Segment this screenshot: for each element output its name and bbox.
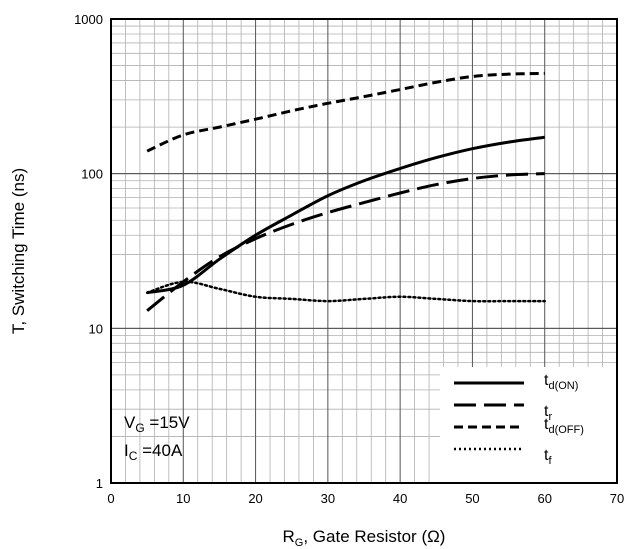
x-tick-label: 40	[393, 491, 407, 506]
legend-box	[440, 367, 616, 482]
condition-label: IC =40A	[124, 441, 183, 463]
x-tick-label: 50	[465, 491, 479, 506]
series-line-t-don	[146, 135, 545, 295]
y-tick-labels: 1 10 100 1000	[74, 12, 103, 491]
test-conditions: VG =15V IC =40A	[124, 413, 190, 463]
series-layer	[145, 71, 546, 312]
plot-frame	[110, 18, 618, 484]
legend-label: td(ON)	[544, 372, 578, 392]
x-tick-labels: 0 10 20 30 40 50 60 70	[107, 491, 624, 506]
x-tick-label: 20	[248, 491, 262, 506]
x-tick-label: 70	[610, 491, 624, 506]
x-tick-label: 10	[176, 491, 190, 506]
condition-label: VG =15V	[124, 413, 190, 435]
x-tick-label: 0	[107, 491, 114, 506]
y-tick-label: 1	[96, 476, 103, 491]
y-tick-label: 10	[89, 321, 103, 336]
x-axis-title: RG, Gate Resistor (Ω)	[283, 527, 446, 549]
legend-label: tf	[544, 447, 552, 467]
y-tick-label: 1000	[74, 12, 103, 27]
x-tick-label: 30	[321, 491, 335, 506]
y-axis-title: T, Switching Time (ns)	[9, 168, 28, 334]
series-line-t-f	[145, 280, 546, 303]
legend-label: td(OFF)	[544, 416, 584, 436]
legend-label: tr	[544, 403, 552, 423]
series-line-t-r	[146, 172, 545, 312]
y-tick-label: 100	[81, 167, 103, 182]
x-tick-label: 60	[537, 491, 551, 506]
series-line-t-doff	[146, 71, 545, 153]
